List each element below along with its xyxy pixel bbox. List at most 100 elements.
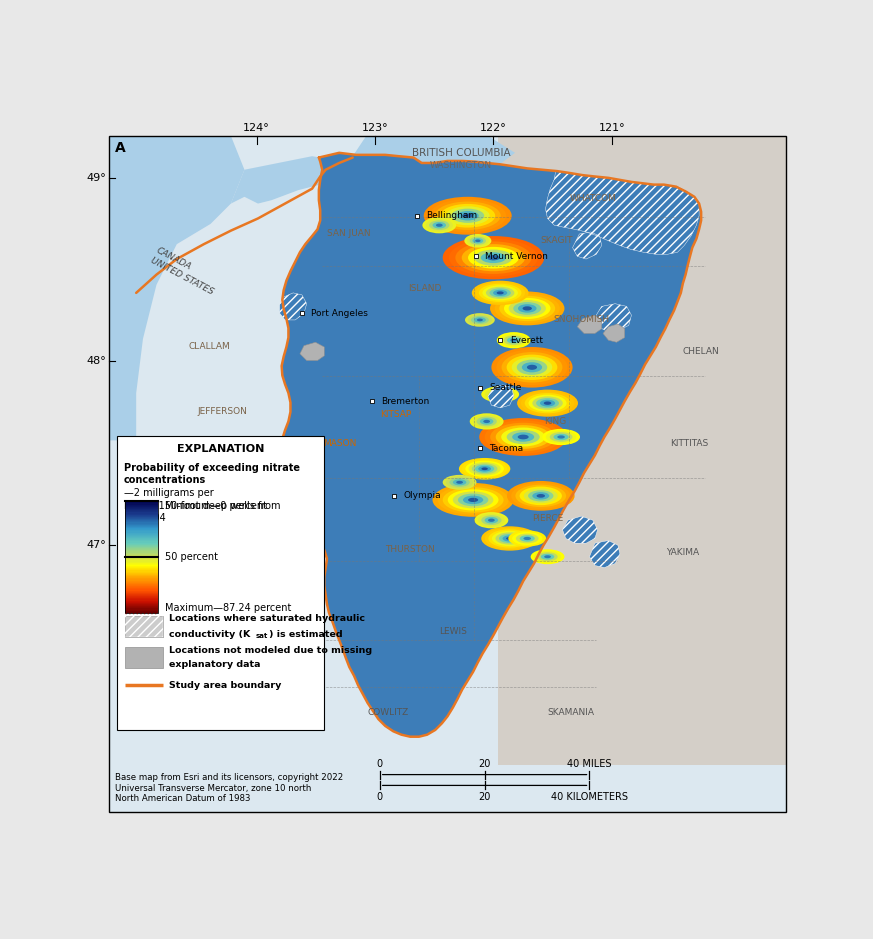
FancyBboxPatch shape — [126, 514, 158, 515]
FancyBboxPatch shape — [126, 554, 158, 555]
Text: UNITED STATES: UNITED STATES — [149, 255, 215, 297]
Ellipse shape — [430, 199, 506, 232]
FancyBboxPatch shape — [126, 579, 158, 580]
Ellipse shape — [485, 421, 561, 454]
FancyBboxPatch shape — [126, 586, 158, 587]
Ellipse shape — [491, 347, 573, 388]
Ellipse shape — [491, 531, 527, 546]
Polygon shape — [300, 342, 324, 361]
FancyBboxPatch shape — [126, 521, 158, 522]
Polygon shape — [546, 171, 699, 254]
Ellipse shape — [474, 250, 512, 266]
FancyBboxPatch shape — [126, 574, 158, 575]
Ellipse shape — [507, 481, 574, 511]
Text: JEFFERSON: JEFFERSON — [198, 408, 248, 417]
FancyBboxPatch shape — [126, 609, 158, 610]
Polygon shape — [109, 136, 244, 440]
Ellipse shape — [506, 537, 513, 540]
FancyBboxPatch shape — [126, 577, 158, 578]
FancyBboxPatch shape — [126, 526, 158, 527]
Ellipse shape — [477, 417, 497, 426]
Ellipse shape — [426, 219, 453, 232]
FancyBboxPatch shape — [126, 553, 158, 554]
Ellipse shape — [495, 294, 560, 323]
Ellipse shape — [523, 306, 532, 311]
FancyBboxPatch shape — [126, 607, 158, 608]
Ellipse shape — [493, 290, 507, 296]
Ellipse shape — [487, 255, 499, 260]
Ellipse shape — [485, 388, 515, 401]
Text: Everett: Everett — [510, 336, 543, 345]
Ellipse shape — [485, 528, 534, 549]
Ellipse shape — [469, 462, 501, 475]
Ellipse shape — [474, 317, 486, 323]
Text: 47°: 47° — [86, 540, 106, 550]
FancyBboxPatch shape — [126, 509, 158, 510]
Ellipse shape — [490, 288, 511, 298]
Text: Seattle: Seattle — [490, 383, 522, 393]
Ellipse shape — [546, 430, 576, 443]
Polygon shape — [603, 324, 625, 342]
Ellipse shape — [497, 332, 531, 348]
Ellipse shape — [519, 486, 562, 505]
Text: Study area boundary: Study area boundary — [169, 681, 282, 690]
Ellipse shape — [550, 432, 573, 442]
Ellipse shape — [497, 349, 567, 385]
Text: Bellingham: Bellingham — [426, 211, 477, 221]
Text: LEWIS: LEWIS — [439, 626, 467, 636]
Ellipse shape — [457, 481, 463, 484]
Ellipse shape — [515, 485, 567, 507]
FancyBboxPatch shape — [126, 546, 158, 547]
FancyBboxPatch shape — [126, 612, 158, 613]
Ellipse shape — [475, 239, 480, 242]
FancyBboxPatch shape — [126, 596, 158, 597]
Polygon shape — [336, 314, 372, 489]
Ellipse shape — [511, 339, 517, 342]
FancyBboxPatch shape — [126, 542, 158, 543]
Ellipse shape — [457, 211, 478, 221]
Ellipse shape — [462, 244, 526, 271]
Ellipse shape — [512, 532, 542, 545]
Text: CLALLAM: CLALLAM — [189, 343, 230, 351]
FancyBboxPatch shape — [126, 550, 158, 551]
FancyBboxPatch shape — [126, 503, 158, 504]
Ellipse shape — [483, 285, 518, 300]
Ellipse shape — [481, 468, 488, 470]
Ellipse shape — [506, 355, 557, 380]
Ellipse shape — [481, 253, 506, 263]
FancyBboxPatch shape — [126, 520, 158, 521]
FancyBboxPatch shape — [126, 605, 158, 607]
Ellipse shape — [521, 392, 574, 415]
Ellipse shape — [475, 512, 508, 529]
Text: KITTITAS: KITTITAS — [670, 439, 709, 448]
Ellipse shape — [527, 364, 537, 370]
Ellipse shape — [430, 221, 450, 230]
Text: A: A — [114, 141, 126, 155]
FancyBboxPatch shape — [126, 563, 158, 565]
Ellipse shape — [544, 555, 551, 558]
Text: ISLAND: ISLAND — [409, 284, 442, 293]
Ellipse shape — [517, 360, 547, 375]
FancyBboxPatch shape — [126, 599, 158, 601]
Text: 121°: 121° — [599, 122, 625, 132]
FancyBboxPatch shape — [126, 569, 158, 571]
Ellipse shape — [518, 435, 529, 439]
FancyBboxPatch shape — [126, 560, 158, 561]
Ellipse shape — [519, 535, 535, 542]
FancyBboxPatch shape — [126, 576, 158, 577]
Ellipse shape — [481, 526, 538, 550]
FancyBboxPatch shape — [126, 539, 158, 540]
FancyBboxPatch shape — [126, 603, 158, 604]
Ellipse shape — [496, 425, 551, 449]
Ellipse shape — [453, 479, 466, 485]
FancyBboxPatch shape — [126, 531, 158, 532]
Text: sat: sat — [256, 633, 268, 639]
FancyBboxPatch shape — [126, 501, 158, 502]
Text: 0: 0 — [376, 793, 383, 802]
FancyBboxPatch shape — [126, 585, 158, 586]
Ellipse shape — [491, 423, 556, 452]
Text: 123°: 123° — [361, 122, 388, 132]
Ellipse shape — [489, 390, 512, 399]
Ellipse shape — [437, 485, 509, 515]
Ellipse shape — [462, 459, 507, 478]
